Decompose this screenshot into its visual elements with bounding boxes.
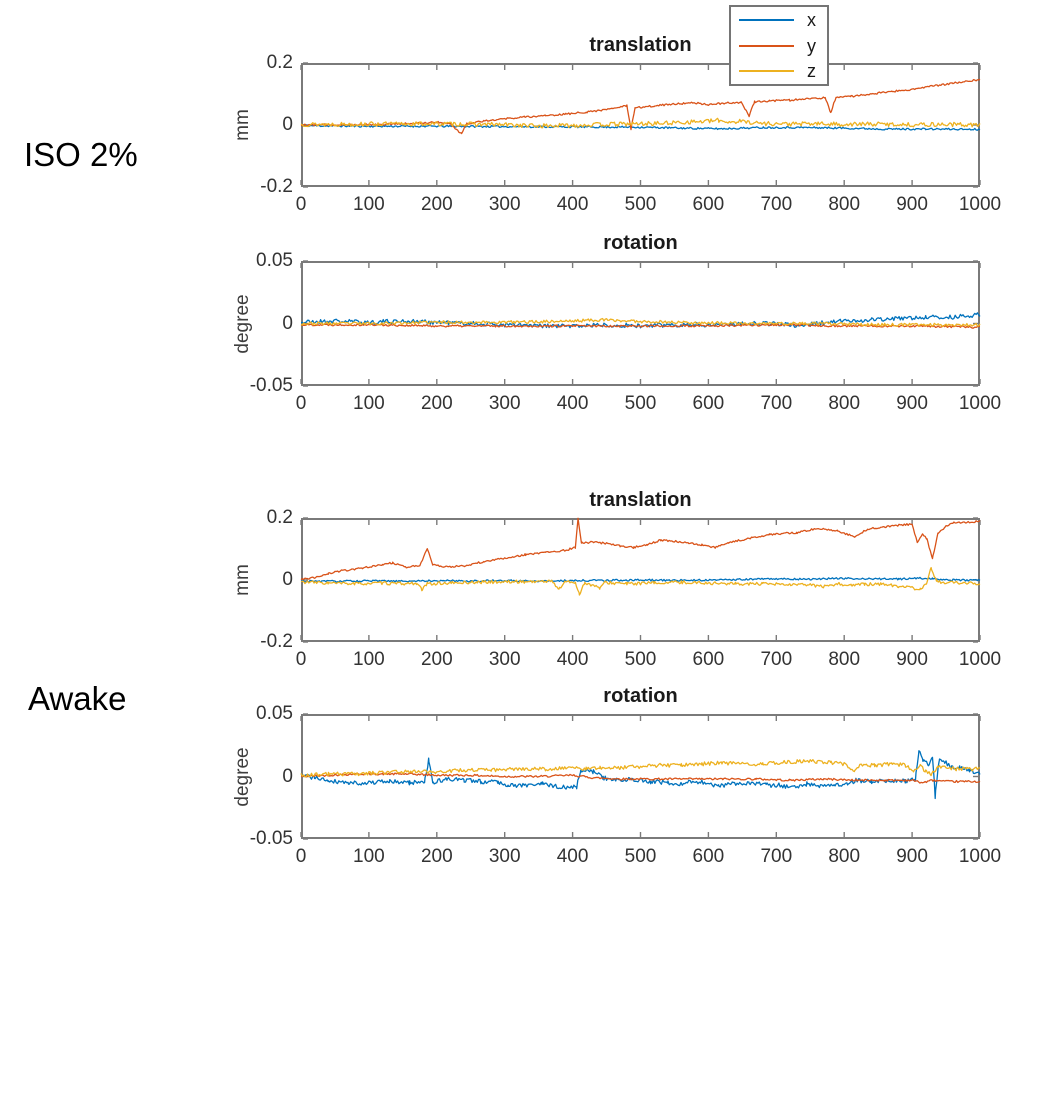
- legend-line-sample: [739, 69, 794, 72]
- axis-box: [301, 261, 980, 386]
- y-tick-label: 0.05: [256, 250, 293, 271]
- x-tick-label: 300: [488, 649, 521, 670]
- x-tick-label: 600: [692, 846, 725, 867]
- x-tick-label: 100: [353, 846, 385, 867]
- chart-iso-translation: translation mm 0.2 0 -0.2 0 100 200 300 400 500 6…: [232, 34, 1001, 215]
- chart-title: rotation: [603, 232, 678, 254]
- x-tick-label: 400: [556, 846, 589, 867]
- series-line-z: [300, 566, 981, 596]
- y-tick-label: 0.2: [266, 52, 293, 73]
- x-tick-label: 700: [760, 649, 793, 670]
- x-tick-label: 200: [420, 194, 453, 215]
- x-tick-label: 900: [896, 649, 928, 670]
- plot-area: [300, 517, 981, 643]
- x-tick-label: 500: [624, 649, 657, 670]
- x-tick-label: 500: [624, 393, 657, 414]
- y-tick-label: 0: [282, 569, 293, 590]
- x-tick-label: 700: [760, 393, 793, 414]
- x-tick-label: 600: [692, 393, 725, 414]
- x-tick-label: 300: [488, 194, 521, 215]
- x-tick-label: 500: [624, 194, 657, 215]
- legend-label: y: [807, 35, 816, 56]
- chart-awake-rotation: rotation degree 0.05 0 -0.05 0 100 200 300 400 5…: [232, 685, 1001, 867]
- series-line-z: [300, 317, 981, 327]
- chart-title: translation: [589, 34, 692, 56]
- x-tick-label: 700: [760, 194, 793, 215]
- x-tick-label: 200: [420, 846, 453, 867]
- chart-title: translation: [589, 489, 692, 511]
- y-tick-label: 0: [282, 114, 293, 135]
- x-tick-label: 600: [692, 649, 725, 670]
- y-axis-label: mm: [232, 564, 253, 596]
- legend-line-sample: [739, 44, 794, 47]
- x-tick-label: 0: [295, 393, 307, 414]
- x-tick-label: 1000: [958, 846, 1002, 867]
- x-tick-label: 400: [556, 393, 589, 414]
- x-tick-label: 900: [896, 393, 928, 414]
- y-tick-label: -0.2: [260, 176, 293, 197]
- y-axis-label: degree: [232, 293, 253, 354]
- x-tick-label: 400: [556, 194, 589, 215]
- chart-iso-rotation: rotation degree 0.05 0 -0.05 0 100 200 300 400 5…: [232, 232, 1001, 414]
- chart-title: rotation: [603, 685, 678, 707]
- y-tick-label: 0: [282, 765, 293, 787]
- series-line-z: [300, 117, 981, 129]
- y-tick-label: 0.2: [266, 507, 293, 528]
- x-tick-label: 800: [828, 846, 861, 867]
- legend-entry-y: y: [731, 34, 827, 58]
- x-tick-label: 700: [760, 846, 793, 867]
- series-line-y: [300, 772, 981, 784]
- x-tick-label: 300: [488, 393, 521, 414]
- x-tick-label: 800: [828, 649, 861, 670]
- y-tick-label: -0.05: [249, 828, 293, 849]
- x-tick-label: 0: [295, 194, 307, 215]
- x-tick-label: 100: [353, 649, 385, 670]
- legend-label: z: [807, 60, 816, 81]
- x-tick-label: 300: [488, 846, 521, 867]
- plot-area: [300, 713, 981, 840]
- chart-awake-translation: translation mm 0.2 0 -0.2 0 100 200 300 400 500 6…: [232, 489, 1001, 670]
- x-tick-label: 900: [896, 846, 928, 867]
- x-tick-label: 900: [896, 194, 928, 215]
- x-tick-label: 600: [692, 194, 725, 215]
- legend-line-sample: [739, 19, 794, 22]
- x-tick-label: 0: [295, 846, 307, 867]
- legend-entry-x: x: [731, 8, 827, 32]
- x-tick-label: 1000: [958, 194, 1002, 215]
- x-tick-label: 1000: [958, 649, 1002, 670]
- y-tick-label: -0.05: [249, 375, 293, 396]
- x-tick-label: 800: [828, 194, 861, 215]
- x-tick-label: 0: [295, 649, 307, 670]
- x-tick-label: 1000: [958, 393, 1002, 414]
- plot-area: [300, 62, 981, 188]
- x-tick-label: 100: [353, 194, 385, 215]
- series-line-z: [300, 758, 981, 778]
- series-line-x: [300, 750, 981, 800]
- x-tick-label: 100: [353, 393, 385, 414]
- legend-label: x: [807, 10, 816, 31]
- legend-entry-z: z: [731, 59, 827, 83]
- x-tick-label: 400: [556, 649, 589, 670]
- y-axis-label: mm: [232, 109, 253, 141]
- y-axis-label: degree: [232, 746, 253, 807]
- x-tick-label: 500: [624, 846, 657, 867]
- y-tick-label: 0.05: [256, 703, 293, 724]
- row-label-awake: Awake: [28, 680, 127, 717]
- axis-box: [301, 714, 980, 839]
- y-tick-label: 0: [282, 312, 293, 334]
- x-tick-label: 200: [420, 393, 453, 414]
- plot-area: [300, 260, 981, 387]
- x-tick-label: 200: [420, 649, 453, 670]
- series-line-x: [300, 124, 981, 131]
- x-tick-label: 800: [828, 393, 861, 414]
- y-tick-label: -0.2: [260, 631, 293, 652]
- series-line-y: [300, 517, 981, 581]
- row-label-iso: ISO 2%: [24, 136, 138, 173]
- series-line-x: [300, 576, 981, 583]
